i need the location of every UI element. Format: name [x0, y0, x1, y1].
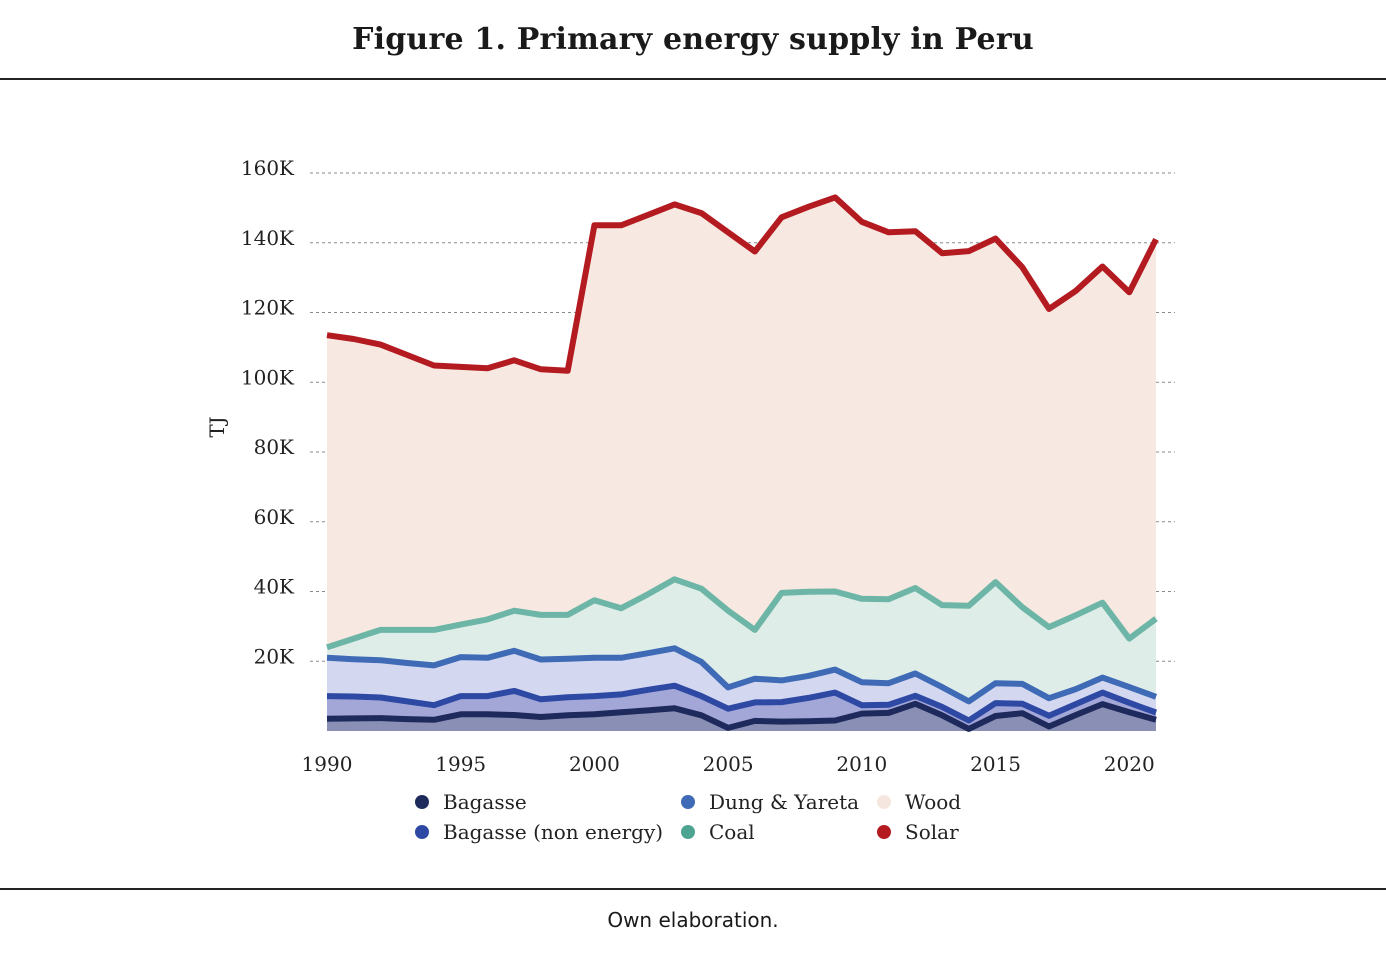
figure-caption: Own elaboration.	[607, 908, 779, 932]
top-rule	[0, 78, 1386, 80]
y-tick-label: 160K	[241, 156, 295, 180]
legend-marker-bagasse	[415, 795, 429, 809]
legend-marker-solar	[877, 825, 891, 839]
y-tick-label: 100K	[241, 365, 295, 389]
y-axis-label: TJ	[205, 416, 229, 437]
line-bagasse	[326, 700, 1157, 732]
legend-marker-coal	[681, 825, 695, 839]
area-bagasse	[327, 703, 1156, 731]
bottom-rule	[0, 888, 1386, 890]
area-wood	[327, 197, 1156, 648]
x-tick-label: 1990	[302, 752, 353, 776]
figure-title: Figure 1. Primary energy supply in Peru	[352, 22, 1034, 57]
x-tick-label: 1995	[435, 752, 486, 776]
x-tick-label: 2010	[836, 752, 887, 776]
y-tick-label: 120K	[241, 296, 295, 320]
legend-label-dung-yareta: Dung & Yareta	[709, 790, 859, 814]
legend-label-bagasse: Bagasse	[443, 790, 527, 814]
y-tick-label: 140K	[241, 226, 295, 250]
legend-label-wood: Wood	[905, 790, 961, 814]
y-tick-label: 20K	[254, 644, 295, 668]
line-bagasse-non-energy	[326, 682, 1158, 724]
x-tick-label: 2015	[970, 752, 1021, 776]
x-tick-label: 2005	[703, 752, 754, 776]
line-dung-yareta	[326, 645, 1158, 705]
y-tick-label: 60K	[254, 505, 295, 529]
x-tick-label: 2000	[569, 752, 620, 776]
line-coal	[326, 576, 1158, 651]
y-tick-label: 40K	[254, 575, 295, 599]
area-coal	[327, 579, 1156, 702]
line-solar	[326, 194, 1159, 374]
legend-label-solar: Solar	[905, 820, 959, 844]
chart: 20K 40K 60K 80K 100K 120K 140K 160K 1990 1995 2000…	[205, 156, 1175, 844]
legend-label-coal: Coal	[709, 820, 755, 844]
x-tick-label: 2020	[1104, 752, 1155, 776]
legend-marker-dung-yareta	[681, 795, 695, 809]
legend-label-bagasse-non-energy: Bagasse (non energy)	[443, 820, 663, 844]
legend-marker-bagasse-non-energy	[415, 825, 429, 839]
legend-marker-wood	[877, 795, 891, 809]
y-tick-label: 80K	[254, 435, 295, 459]
